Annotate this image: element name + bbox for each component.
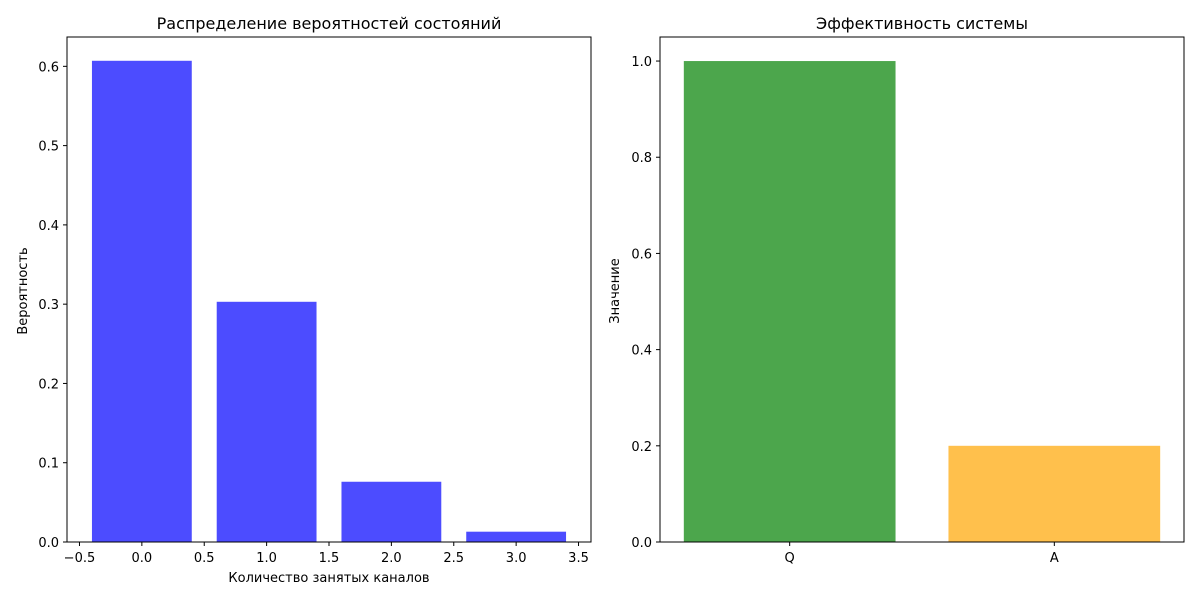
y-tick-label: 0.2 bbox=[38, 377, 59, 392]
y-tick-label: 0.2 bbox=[631, 440, 652, 455]
x-tick-label: 0.5 bbox=[194, 551, 215, 566]
chart-title: Распределение вероятностей состояний bbox=[157, 14, 502, 33]
y-tick-label: 1.0 bbox=[631, 55, 652, 70]
y-tick-label: 0.3 bbox=[38, 298, 59, 313]
bar bbox=[466, 531, 567, 542]
x-tick-label: 3.5 bbox=[568, 551, 589, 566]
y-axis-label: Вероятность bbox=[16, 247, 31, 334]
y-tick-label: 0.4 bbox=[631, 344, 652, 359]
chart-state-probabilities: Распределение вероятностей состояний Вер… bbox=[16, 14, 592, 586]
x-tick-label: 2.0 bbox=[381, 551, 402, 566]
x-tick-label: −0.5 bbox=[64, 551, 96, 566]
bar bbox=[91, 60, 192, 543]
chart-title: Эффективность системы bbox=[816, 14, 1028, 33]
x-tick-label: A bbox=[1050, 551, 1059, 566]
y-tick-label: 0.8 bbox=[631, 151, 652, 166]
x-tick-label: 1.0 bbox=[256, 551, 277, 566]
plot-frame bbox=[66, 36, 592, 543]
x-tick-label: Q bbox=[785, 551, 795, 566]
bar bbox=[683, 61, 896, 543]
y-tick-label: 0.6 bbox=[38, 60, 59, 75]
x-tick-label: 3.0 bbox=[506, 551, 527, 566]
bar bbox=[341, 481, 442, 542]
x-ticks: −0.5 0.0 0.5 1.0 1.5 2.0 2.5 3.0 3.5 bbox=[64, 542, 589, 566]
y-tick-label: 0.5 bbox=[38, 140, 59, 155]
y-ticks: 0.0 0.2 0.4 0.6 0.8 1.0 bbox=[631, 55, 660, 551]
y-tick-label: 0.0 bbox=[631, 536, 652, 551]
bar bbox=[216, 301, 317, 542]
y-tick-label: 0.1 bbox=[38, 457, 59, 472]
y-tick-label: 0.0 bbox=[38, 536, 59, 551]
x-tick-label: 2.5 bbox=[443, 551, 464, 566]
y-axis-label: Значение bbox=[608, 258, 623, 323]
bar bbox=[948, 445, 1161, 542]
y-tick-label: 0.4 bbox=[38, 219, 59, 234]
x-tick-label: 1.5 bbox=[319, 551, 340, 566]
bars bbox=[683, 61, 1161, 543]
y-tick-label: 0.6 bbox=[631, 247, 652, 262]
x-axis-label: Количество занятых каналов bbox=[228, 571, 429, 586]
x-tick-label: 0.0 bbox=[132, 551, 153, 566]
y-ticks: 0.0 0.1 0.2 0.3 0.4 0.5 0.6 bbox=[38, 60, 67, 551]
plot-frame bbox=[659, 36, 1185, 543]
bars bbox=[91, 60, 567, 543]
